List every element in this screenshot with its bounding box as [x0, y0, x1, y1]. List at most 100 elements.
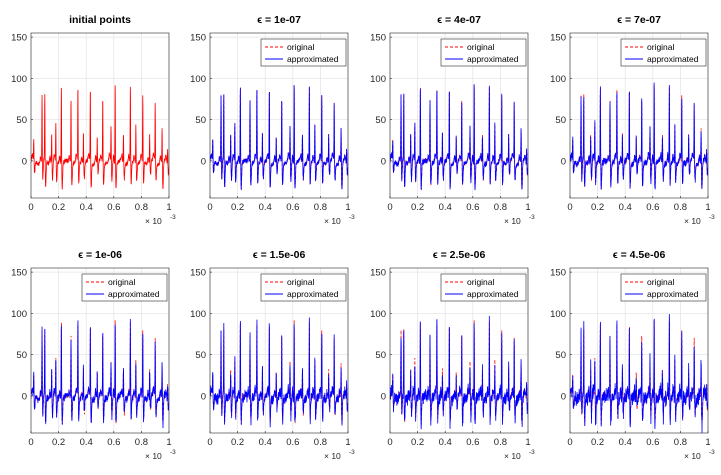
- subplot-title: ϵ = 1e-07: [257, 14, 301, 26]
- x-tick-label: 0.2: [52, 437, 65, 448]
- x-tick-label: 0.4: [259, 202, 272, 213]
- series-approximated: [390, 315, 528, 430]
- y-tick-label: 50: [195, 115, 206, 126]
- y-tick-label: 50: [375, 115, 386, 126]
- legend-box: [620, 38, 707, 67]
- legend-label-approximated: approximated: [467, 54, 519, 64]
- y-tick-label: 150: [550, 33, 566, 44]
- x-tick-label: 0: [387, 202, 392, 213]
- x-tick-label: 0.4: [80, 437, 93, 448]
- legend: original approximated: [440, 273, 527, 302]
- y-tick-label: 150: [190, 268, 206, 279]
- y-tick-label: 100: [550, 74, 566, 85]
- legend-label-approximated: approximated: [287, 289, 339, 299]
- x-tick-label: 0.4: [439, 437, 452, 448]
- legend-label-approximated: approximated: [287, 54, 339, 64]
- x-exponent-power: -3: [709, 449, 715, 456]
- y-tick-label: 150: [11, 268, 27, 279]
- x-exponent-label: × 10: [504, 216, 521, 226]
- x-tick-label: 0: [207, 202, 212, 213]
- x-tick-label: 0.2: [411, 202, 424, 213]
- y-tick-label: 50: [16, 350, 27, 361]
- y-tick-label: 150: [370, 33, 386, 44]
- x-tick-label: 0.2: [591, 202, 604, 213]
- x-tick-label: 0.2: [52, 202, 65, 213]
- x-tick-label: 0.2: [591, 437, 604, 448]
- x-tick-label: 0.8: [135, 437, 148, 448]
- x-tick-label: 0.8: [314, 437, 327, 448]
- legend: original approximated: [620, 38, 707, 67]
- y-tick-label: 100: [190, 309, 206, 320]
- series-approximated: [570, 314, 708, 433]
- x-tick-label: 0: [207, 437, 212, 448]
- subplot-title: ϵ = 1.5e-06: [253, 249, 306, 261]
- subplot-title: ϵ = 7e-07: [617, 14, 661, 26]
- subplot-7: 0 0.2 0.4 0.6 0.8 1 0 50 100 150 × 10 -3 ϵ = 2.5e-06…: [370, 249, 535, 461]
- y-tick-label: 0: [201, 156, 206, 167]
- x-exponent-label: × 10: [324, 451, 341, 461]
- subplot-1: 0 0.2 0.4 0.6 0.8 1 0 50 100 150 × 10 -3 initial poi…: [11, 14, 176, 226]
- y-tick-label: 50: [555, 350, 566, 361]
- legend: original approximated: [440, 38, 527, 67]
- series-approximated: [570, 82, 708, 190]
- y-tick-label: 100: [11, 309, 27, 320]
- x-tick-label: 0.8: [494, 202, 507, 213]
- x-tick-label: 0.4: [80, 202, 93, 213]
- x-tick-label: 0.2: [231, 437, 244, 448]
- x-tick-label: 0: [387, 437, 392, 448]
- x-tick-label: 0: [28, 202, 33, 213]
- x-tick-label: 0: [28, 437, 33, 448]
- x-tick-label: 0.4: [259, 437, 272, 448]
- legend-box: [440, 38, 527, 67]
- x-tick-label: 0.6: [286, 437, 299, 448]
- x-tick-label: 0.6: [646, 437, 659, 448]
- y-tick-label: 0: [381, 391, 386, 402]
- axes-box: [209, 32, 349, 199]
- y-tick-label: 0: [22, 391, 27, 402]
- x-tick-label: 0.4: [439, 202, 452, 213]
- y-tick-label: 150: [190, 33, 206, 44]
- legend: original approximated: [81, 273, 168, 302]
- x-exponent-label: × 10: [145, 216, 162, 226]
- legend-label-original: original: [108, 277, 136, 287]
- x-exponent-power: -3: [529, 214, 535, 221]
- x-tick-label: 0.6: [107, 202, 120, 213]
- y-tick-label: 100: [370, 309, 386, 320]
- x-tick-label: 0.6: [286, 202, 299, 213]
- x-tick-label: 0.8: [494, 437, 507, 448]
- legend: original approximated: [260, 273, 347, 302]
- subplot-title: ϵ = 2.5e-06: [433, 249, 486, 261]
- series-initial-points: [31, 85, 169, 190]
- axes-box: [389, 32, 529, 199]
- legend-label-original: original: [467, 277, 495, 287]
- y-tick-label: 0: [381, 156, 386, 167]
- subplot-5: 0 0.2 0.4 0.6 0.8 1 0 50 100 150 × 10 -3 ϵ = 1e-06 or…: [11, 249, 176, 461]
- x-tick-label: 1: [166, 202, 171, 213]
- y-tick-label: 50: [16, 115, 27, 126]
- x-exponent-label: × 10: [684, 216, 701, 226]
- subplot-6: 0 0.2 0.4 0.6 0.8 1 0 50 100 150 × 10 -3 ϵ = 1.5e-06…: [190, 249, 355, 461]
- legend-label-original: original: [647, 277, 675, 287]
- legend-box: [440, 273, 527, 302]
- y-tick-label: 0: [22, 156, 27, 167]
- legend-label-original: original: [467, 42, 495, 52]
- axes-box: [30, 267, 170, 434]
- x-exponent-label: × 10: [145, 451, 162, 461]
- x-tick-label: 0.4: [619, 202, 632, 213]
- x-tick-label: 1: [345, 437, 350, 448]
- x-exponent-power: -3: [170, 449, 176, 456]
- x-tick-label: 1: [705, 437, 710, 448]
- series-approximated: [390, 84, 528, 191]
- y-tick-label: 150: [370, 268, 386, 279]
- x-tick-label: 0.8: [135, 202, 148, 213]
- subplot-title: initial points: [69, 14, 131, 26]
- subplot-title: ϵ = 1e-06: [78, 249, 122, 261]
- legend-label-approximated: approximated: [647, 54, 699, 64]
- x-tick-label: 0.4: [619, 437, 632, 448]
- x-exponent-label: × 10: [684, 451, 701, 461]
- y-tick-label: 50: [555, 115, 566, 126]
- y-tick-label: 0: [561, 391, 566, 402]
- y-tick-label: 150: [550, 268, 566, 279]
- y-tick-label: 0: [561, 156, 566, 167]
